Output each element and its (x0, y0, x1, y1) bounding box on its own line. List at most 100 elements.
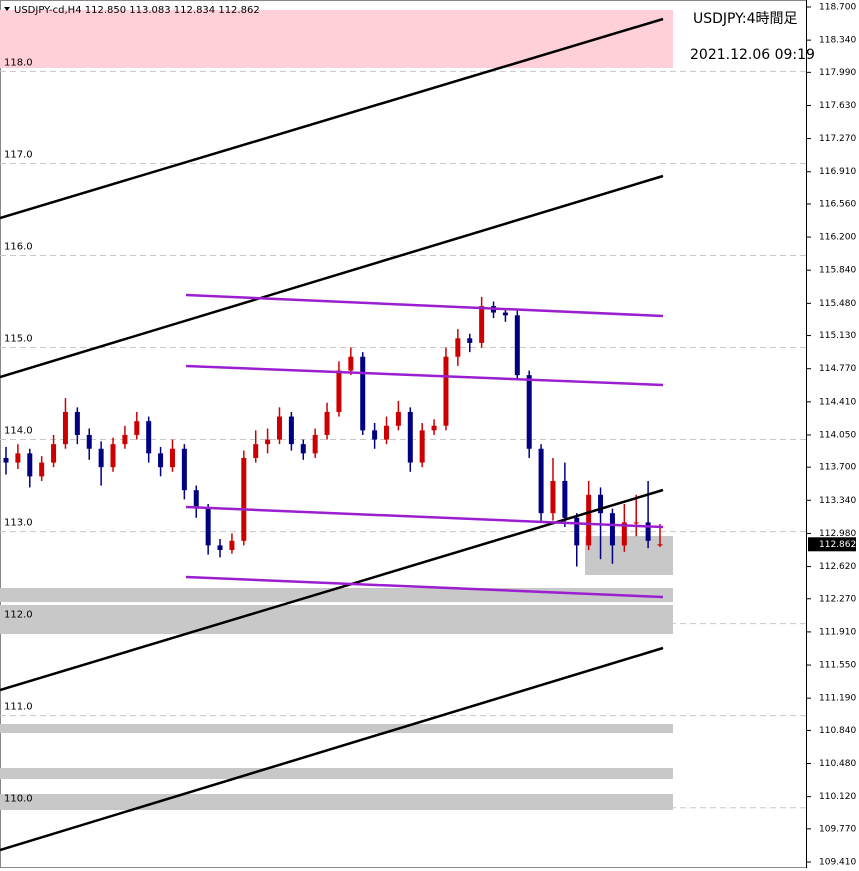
candle-body (265, 439, 271, 445)
candle-body (395, 411, 401, 426)
candles (3, 296, 663, 567)
candle-body (502, 312, 508, 316)
y-tick-label: 111.550 (819, 661, 856, 671)
y-tick-label: 112.270 (819, 594, 856, 604)
candle-body (253, 444, 259, 458)
candle-body (479, 306, 485, 343)
level-label: 117.0 (4, 149, 33, 160)
price-axis-ticks: 118.700 118.340 117.990 117.630 117.270 116.9… (806, 3, 856, 868)
y-tick-label: 114.050 (819, 430, 856, 440)
candle-body (241, 457, 247, 541)
candle-body (360, 356, 366, 431)
level-label: 116.0 (4, 241, 33, 252)
header-icon (4, 7, 10, 11)
candle-body (15, 453, 21, 463)
candle-body (609, 513, 615, 546)
candle-body (122, 434, 128, 445)
candle-body (193, 490, 199, 509)
level-label: 113.0 (4, 518, 33, 529)
chart-title: USDJPY:4時間足 (693, 11, 798, 27)
channel-lines (0, 17, 664, 852)
level-labels: 118.0 117.0 116.0 115.0 114.0 113.0 112.0 111.0… (4, 57, 33, 804)
candle-body (181, 448, 187, 491)
candle-body (645, 522, 651, 541)
support-zone (0, 605, 673, 634)
candle-body (39, 462, 45, 477)
y-tick-label: 117.990 (819, 68, 856, 78)
y-tick-label: 111.910 (819, 627, 856, 637)
level-label: 118.0 (4, 57, 33, 68)
candle-body (443, 356, 449, 426)
y-tick-label: 117.270 (819, 134, 856, 144)
y-tick-label: 115.840 (819, 266, 856, 276)
y-tick-label: 112.980 (819, 529, 856, 539)
y-tick-label: 113.700 (819, 463, 856, 473)
trend-line (185, 364, 664, 387)
plot-frame (0, 0, 807, 868)
candle-body (574, 517, 580, 546)
trend-line (185, 575, 664, 599)
y-tick-label: 110.840 (819, 726, 856, 736)
y-tick-label: 116.200 (819, 233, 856, 243)
current-price-box (808, 537, 856, 552)
candle-body (348, 356, 354, 371)
support-zone (0, 588, 673, 602)
candle-body (419, 430, 425, 463)
candle-body (51, 444, 57, 463)
trend-line (0, 174, 664, 379)
candle-body (169, 448, 175, 468)
candle-body (431, 425, 437, 431)
y-tick-label: 110.120 (819, 792, 856, 802)
y-tick-label: 118.340 (819, 36, 856, 46)
trend-line (0, 646, 664, 852)
y-tick-label: 115.480 (819, 299, 856, 309)
candle-body (205, 508, 211, 546)
candle-body (217, 545, 223, 551)
candle-body (526, 375, 532, 449)
timestamp: 2021.12.06 09:19 (690, 47, 815, 63)
candle-body (146, 421, 152, 454)
y-tick-label: 115.130 (819, 331, 856, 341)
descending-channel (185, 293, 664, 599)
candle-body (372, 430, 378, 440)
trend-line (185, 293, 664, 318)
candle-body (229, 540, 235, 551)
y-tick-label: 117.630 (819, 101, 856, 111)
resistance-zone (0, 10, 673, 68)
current-price-label: 112.862 (819, 540, 856, 550)
candle-body (538, 448, 544, 514)
candle-body (586, 494, 592, 546)
chart-header: USDJPY-cd,H4 112.850 113.083 112.834 112… (14, 5, 260, 16)
support-zone (0, 768, 673, 779)
candle-body (455, 338, 461, 357)
y-tick-label: 109.410 (819, 858, 856, 868)
candle-body (657, 544, 663, 546)
candle-body (110, 444, 116, 468)
y-tick-label: 118.700 (819, 3, 856, 13)
level-label: 112.0 (4, 610, 33, 621)
y-tick-label: 114.410 (819, 397, 856, 407)
y-tick-label: 111.190 (819, 694, 856, 704)
trend-line (185, 505, 664, 529)
candle-body (288, 416, 294, 445)
candle-body (407, 411, 413, 463)
support-zone (0, 724, 673, 733)
candle-body (336, 370, 342, 412)
trend-line (0, 17, 664, 220)
candle-body (158, 453, 164, 468)
candle-body (276, 416, 282, 440)
level-label: 114.0 (4, 426, 33, 437)
level-label: 115.0 (4, 334, 33, 345)
candle-body (384, 425, 390, 440)
candle-body (312, 434, 318, 454)
candle-body (598, 494, 604, 514)
candle-body (324, 411, 330, 435)
y-tick-label: 109.770 (819, 824, 856, 834)
candle-body (27, 453, 33, 477)
candle-body (514, 315, 520, 376)
level-label: 110.0 (4, 794, 33, 805)
candle-body (3, 457, 9, 463)
candle-body (550, 480, 556, 514)
candle-body (134, 421, 140, 435)
y-tick-label: 110.480 (819, 759, 856, 769)
